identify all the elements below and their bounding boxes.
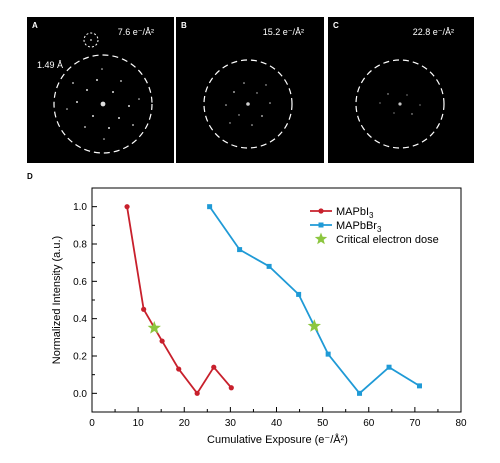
- panel-letter-b: B: [181, 21, 187, 30]
- y-tick-label: 0.4: [73, 314, 87, 325]
- data-point-MAPbBr3: [325, 351, 331, 357]
- resolution-label: 1.49 Å: [37, 60, 64, 70]
- diffraction-spots-b: [225, 82, 271, 126]
- series-line-MAPbI3: [126, 206, 232, 395]
- x-tick-label: 20: [179, 418, 191, 429]
- panel-letter-c: C: [333, 21, 339, 30]
- diffraction-pattern-c: [355, 59, 445, 149]
- data-point-MAPbBr3: [296, 291, 302, 297]
- x-tick-label: 60: [363, 418, 375, 429]
- data-point-MAPbI3: [211, 364, 217, 370]
- resolution-circle-b: [203, 59, 293, 149]
- legend-marker-MAPbBr3: [318, 222, 324, 228]
- y-tick-label: 1.0: [73, 202, 87, 213]
- x-tick-label: 30: [225, 418, 237, 429]
- legend-label-critical: Critical electron dose: [336, 234, 439, 246]
- chart-panel-label: D: [27, 172, 33, 181]
- y-tick-label: 0.6: [73, 277, 87, 288]
- y-tick-label: 0.0: [73, 389, 87, 400]
- data-point-MAPbI3: [194, 390, 200, 396]
- legend-marker-MAPbI3: [318, 208, 324, 214]
- y-tick-label: 0.8: [73, 240, 87, 251]
- x-tick-label: 80: [455, 418, 467, 429]
- data-point-MAPbI3: [176, 366, 182, 372]
- diffraction-panel-b: B 15.2 e⁻/Å²: [176, 17, 324, 163]
- y-tick-label: 0.2: [73, 352, 87, 363]
- x-axis-label: Cumulative Exposure (e⁻/Å²): [207, 433, 348, 446]
- resolution-circle-a: [53, 54, 153, 154]
- panel-dose-a: 7.6 e⁻/Å²: [117, 27, 154, 37]
- data-point-MAPbBr3: [237, 247, 243, 253]
- data-point-MAPbI3: [124, 204, 130, 210]
- x-tick-label: 10: [133, 418, 145, 429]
- data-point-MAPbBr3: [416, 383, 422, 389]
- critical-dose-star: [307, 319, 321, 332]
- data-point-MAPbI3: [159, 338, 165, 344]
- diffraction-spots-c: [379, 93, 421, 115]
- data-point-MAPbI3: [228, 385, 234, 391]
- critical-dose-star: [147, 321, 161, 334]
- highlight-circle: [83, 32, 99, 48]
- panel-dose-b: 15.2 e⁻/Å²: [262, 27, 304, 37]
- diffraction-panel-c: C 22.8 e⁻/Å²: [328, 17, 474, 163]
- panel-dose-c: 22.8 e⁻/Å²: [412, 27, 454, 37]
- data-point-MAPbBr3: [207, 204, 213, 210]
- diffraction-panel-a: A 7.6 e⁻/Å² 1.49 Å: [27, 17, 174, 163]
- x-tick-label: 50: [317, 418, 329, 429]
- legend-label-MAPbBr3: MAPbBr3: [336, 220, 382, 234]
- x-tick-label: 70: [409, 418, 421, 429]
- data-point-MAPbBr3: [386, 364, 392, 370]
- resolution-circle-c: [355, 59, 445, 149]
- legend-marker-critical: [314, 232, 328, 245]
- panel-letter-a: A: [32, 21, 38, 30]
- data-point-MAPbBr3: [357, 390, 363, 396]
- legend-label-MAPbI3: MAPbI3: [336, 206, 374, 220]
- data-point-MAPbI3: [141, 306, 147, 312]
- diffraction-spots-a: [66, 39, 140, 140]
- data-point-MAPbBr3: [266, 263, 272, 269]
- x-tick-label: 40: [271, 418, 283, 429]
- x-tick-label: 0: [89, 418, 95, 429]
- diffraction-pattern-b: [203, 59, 293, 149]
- y-axis-label: Normalized Intensity (a.u.): [51, 236, 63, 364]
- diffraction-pattern-a: [53, 32, 153, 154]
